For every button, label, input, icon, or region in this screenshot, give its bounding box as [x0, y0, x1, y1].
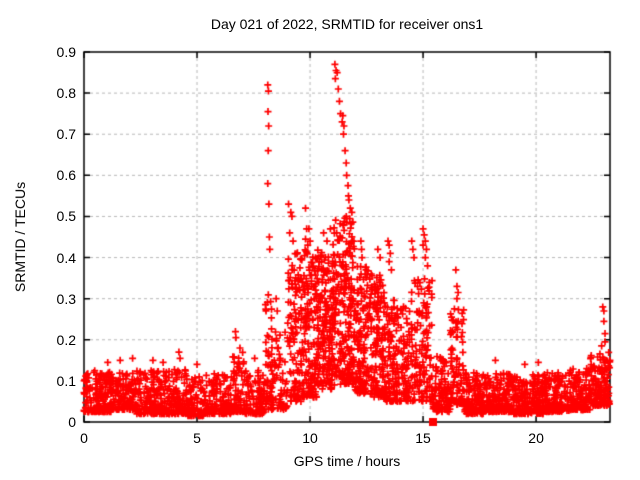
x-tick-label: 0 [80, 430, 88, 446]
y-tick-label: 0.6 [56, 167, 76, 184]
x-tick-label: 5 [193, 430, 201, 446]
y-tick-label: 0.2 [56, 331, 76, 348]
x-tick-label: 10 [302, 430, 318, 446]
x-tick-label: 20 [528, 430, 544, 446]
y-tick-label: 0.8 [56, 85, 76, 102]
y-tick-label: 0.1 [56, 372, 76, 389]
y-tick-label: 0 [68, 414, 76, 430]
x-tick-label: 15 [415, 430, 431, 446]
chart-title: Day 021 of 2022, SRMTID for receiver ons… [210, 16, 484, 32]
y-tick-label: 0.3 [56, 290, 76, 307]
y-tick-label: 0.4 [56, 249, 76, 266]
y-axis-label: SRMTID / TECUs [12, 181, 28, 293]
y-tick-label: 0.7 [56, 126, 76, 143]
y-tick-label: 0.9 [56, 44, 76, 60]
x-axis-label: GPS time / hours [293, 453, 401, 469]
y-tick-label: 0.5 [56, 208, 76, 225]
